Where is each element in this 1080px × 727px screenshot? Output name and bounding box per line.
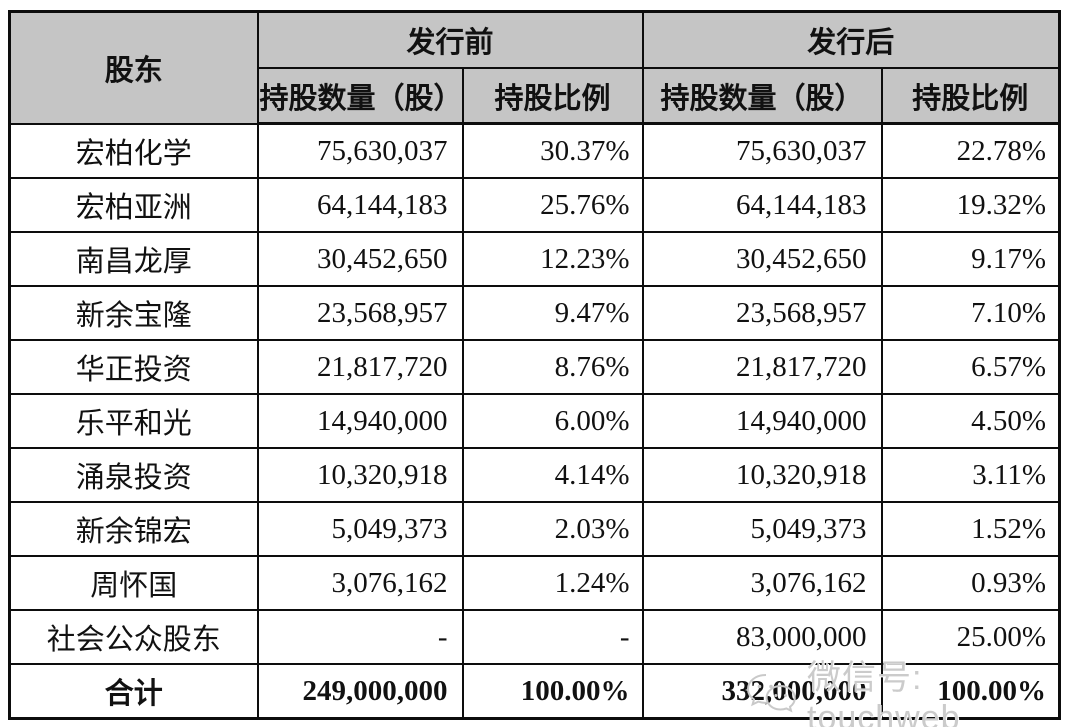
cell-post_shares: 5,049,373 — [641, 501, 883, 557]
col-header-pre-shares: 持股数量（股） — [256, 67, 464, 125]
table-row: 宏柏亚洲 64,144,183 25.76% 64,144,183 19.32% — [8, 177, 1061, 233]
cell-post_ratio: 100.00% — [880, 663, 1061, 720]
col-group-post-issue: 发行后 — [641, 10, 1061, 69]
cell-post_shares: 83,000,000 — [641, 609, 883, 665]
cell-pre_shares: 5,049,373 — [256, 501, 464, 557]
col-header-pre-ratio: 持股比例 — [461, 67, 644, 125]
cell-pre_shares: 249,000,000 — [256, 663, 464, 720]
cell-post_shares: 75,630,037 — [641, 122, 883, 179]
col-header-post-shares: 持股数量（股） — [641, 67, 883, 125]
col-group-pre-issue: 发行前 — [256, 10, 644, 69]
cell-pre_shares: 75,630,037 — [256, 122, 464, 179]
cell-post_shares: 23,568,957 — [641, 285, 883, 341]
cell-pre_ratio: 2.03% — [461, 501, 644, 557]
table-row: 南昌龙厚 30,452,650 12.23% 30,452,650 9.17% — [8, 231, 1061, 287]
table-row: 华正投资 21,817,720 8.76% 21,817,720 6.57% — [8, 339, 1061, 395]
shareholding-table: 股东 发行前 发行后 持股数量（股） 持股比例 持股数量（股） 持股比例 宏柏化… — [8, 10, 1062, 720]
cell-post_ratio: 1.52% — [880, 501, 1061, 557]
cell-post_shares: 3,076,162 — [641, 555, 883, 611]
cell-pre_shares: - — [256, 609, 464, 665]
col-header-shareholder: 股东 — [8, 10, 259, 125]
cell-post_ratio: 6.57% — [880, 339, 1061, 395]
cell-post_shares: 14,940,000 — [641, 393, 883, 449]
cell-pre_ratio: 30.37% — [461, 122, 644, 179]
cell-name: 新余宝隆 — [8, 285, 259, 341]
cell-pre_ratio: 9.47% — [461, 285, 644, 341]
cell-pre_ratio: 100.00% — [461, 663, 644, 720]
cell-pre_ratio: 12.23% — [461, 231, 644, 287]
table-row: 涌泉投资 10,320,918 4.14% 10,320,918 3.11% — [8, 447, 1061, 503]
cell-post_ratio: 25.00% — [880, 609, 1061, 665]
header-row-columns: 持股数量（股） 持股比例 持股数量（股） 持股比例 — [10, 67, 1061, 125]
table-row: 宏柏化学 75,630,037 30.37% 75,630,037 22.78% — [8, 122, 1061, 179]
table-row-total: 合计 249,000,000 100.00% 332,000,000 100.00% — [8, 663, 1061, 720]
cell-name: 宏柏化学 — [8, 122, 259, 179]
cell-name: 新余锦宏 — [8, 501, 259, 557]
cell-post_ratio: 19.32% — [880, 177, 1061, 233]
table-row: 新余锦宏 5,049,373 2.03% 5,049,373 1.52% — [8, 501, 1061, 557]
wechat-icon — [745, 672, 799, 716]
cell-name: 涌泉投资 — [8, 447, 259, 503]
table-body: 宏柏化学 75,630,037 30.37% 75,630,037 22.78% 宏柏亚洲… — [8, 122, 1061, 720]
cell-pre_shares: 30,452,650 — [256, 231, 464, 287]
cell-pre_ratio: 4.14% — [461, 447, 644, 503]
cell-pre_ratio: 8.76% — [461, 339, 644, 395]
table-row: 周怀国 3,076,162 1.24% 3,076,162 0.93% — [8, 555, 1061, 611]
watermark: 微信号: touchweb — [745, 650, 1080, 727]
table-header: 股东 发行前 发行后 持股数量（股） 持股比例 持股数量（股） 持股比例 — [8, 10, 1061, 125]
watermark-text: 微信号: touchweb — [807, 659, 961, 727]
table-row: 乐平和光 14,940,000 6.00% 14,940,000 4.50% — [8, 393, 1061, 449]
cell-name: 社会公众股东 — [8, 609, 259, 665]
cell-name: 乐平和光 — [8, 393, 259, 449]
cell-pre_ratio: 25.76% — [461, 177, 644, 233]
cell-pre_shares: 21,817,720 — [256, 339, 464, 395]
cell-post_shares: 10,320,918 — [641, 447, 883, 503]
cell-post_shares: 21,817,720 — [641, 339, 883, 395]
table-row: 新余宝隆 23,568,957 9.47% 23,568,957 7.10% — [8, 285, 1061, 341]
cell-pre_shares: 3,076,162 — [256, 555, 464, 611]
cell-pre_shares: 10,320,918 — [256, 447, 464, 503]
cell-post_ratio: 4.50% — [880, 393, 1061, 449]
cell-post_shares: 64,144,183 — [641, 177, 883, 233]
cell-name: 南昌龙厚 — [8, 231, 259, 287]
cell-post_ratio: 0.93% — [880, 555, 1061, 611]
header-row-groups: 股东 发行前 发行后 — [8, 10, 1061, 125]
cell-post_shares: 332,000,000 — [641, 663, 883, 720]
cell-post_ratio: 22.78% — [880, 122, 1061, 179]
cell-name: 宏柏亚洲 — [8, 177, 259, 233]
cell-name: 合计 — [8, 663, 259, 720]
cell-pre_shares: 64,144,183 — [256, 177, 464, 233]
table-row: 社会公众股东 - -83,000,000 25.00% — [8, 609, 1061, 665]
cell-pre_shares: 14,940,000 — [256, 393, 464, 449]
cell-post_shares: 30,452,650 — [641, 231, 883, 287]
cell-pre_ratio: 6.00% — [461, 393, 644, 449]
cell-post_ratio: 3.11% — [880, 447, 1061, 503]
col-header-post-ratio: 持股比例 — [880, 67, 1061, 125]
cell-post_ratio: 7.10% — [880, 285, 1061, 341]
cell-name: 华正投资 — [8, 339, 259, 395]
cell-post_ratio: 9.17% — [880, 231, 1061, 287]
cell-pre_ratio: - — [461, 609, 644, 665]
cell-pre_ratio: 1.24% — [461, 555, 644, 611]
cell-pre_shares: 23,568,957 — [256, 285, 464, 341]
cell-name: 周怀国 — [8, 555, 259, 611]
